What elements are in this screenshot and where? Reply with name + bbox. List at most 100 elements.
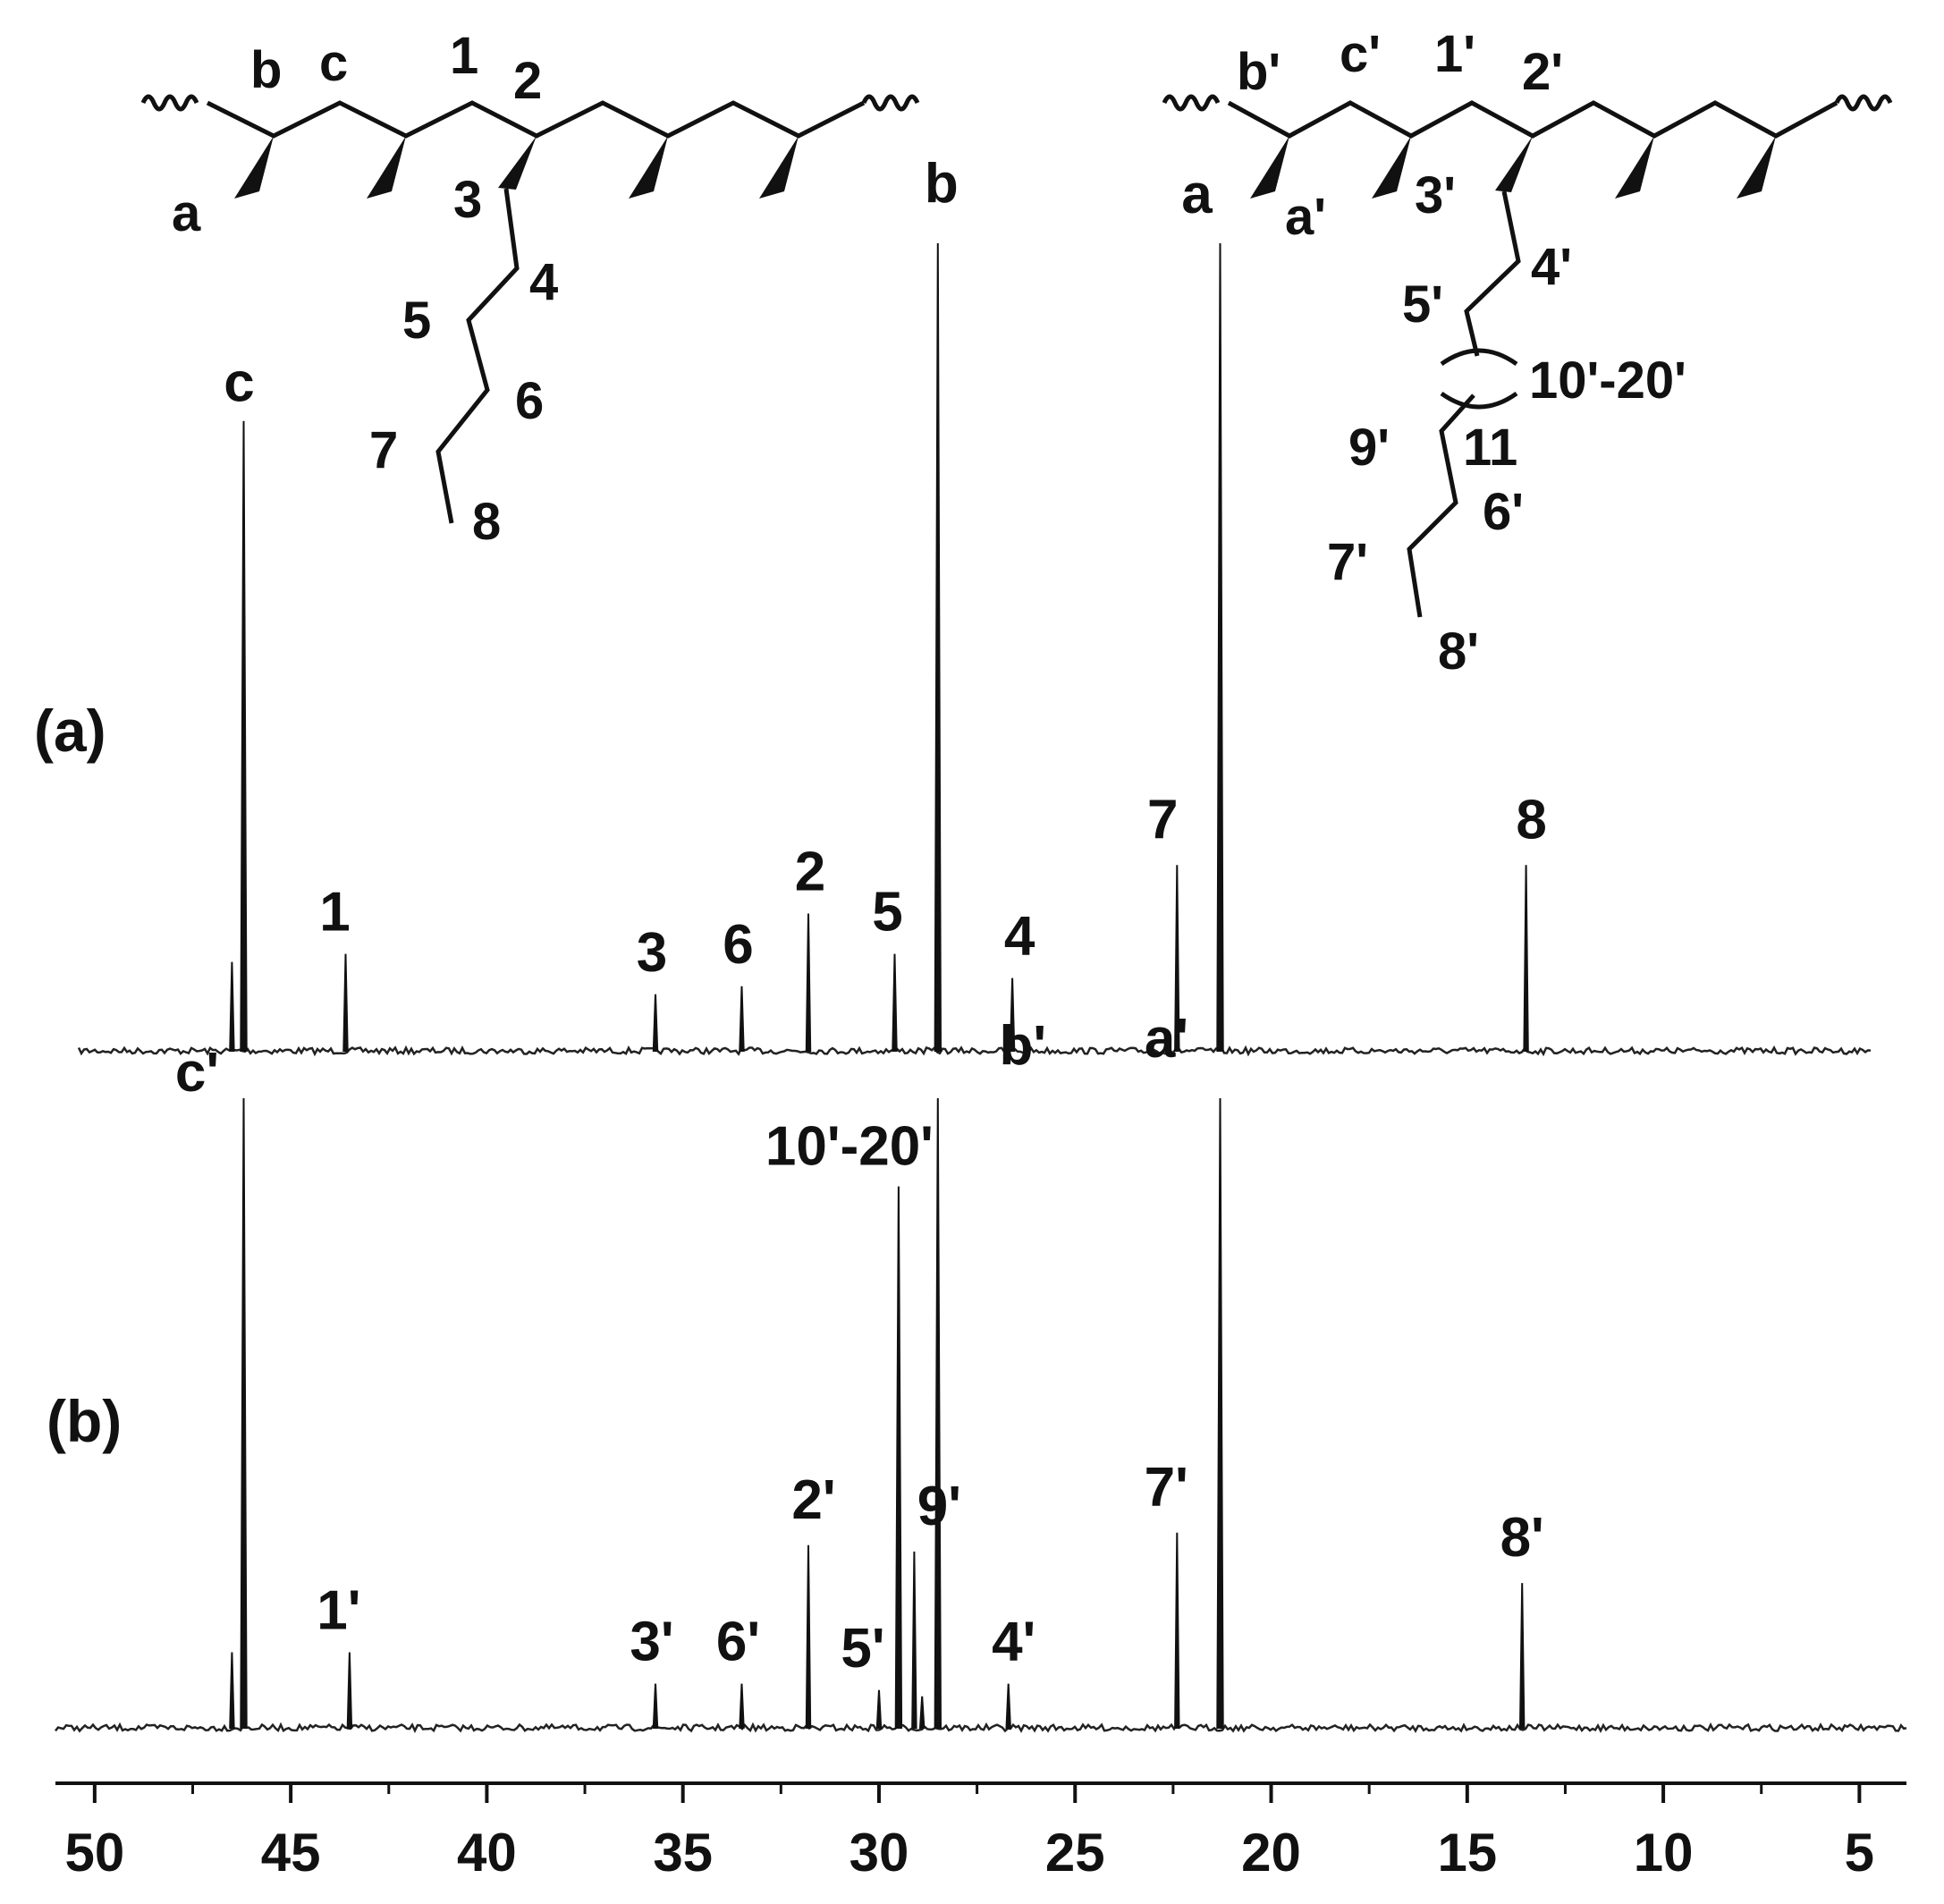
peak-label: 2 — [795, 842, 825, 903]
structure-right-label-11: 11 — [1463, 419, 1517, 477]
peak-label: 7 — [1147, 789, 1178, 850]
structure-right-side-chain-top — [1464, 190, 1521, 357]
peak-label: 1 — [319, 882, 350, 944]
structure-left-label-c: c — [319, 34, 348, 92]
x-axis-tick-label: 15 — [1437, 1823, 1497, 1883]
spectrum-peak — [240, 1097, 248, 1729]
x-axis-tick-label: 50 — [64, 1823, 124, 1883]
peak-label: 2' — [791, 1469, 835, 1531]
x-axis-tick-label: 35 — [653, 1823, 713, 1883]
peak-label: 8' — [1500, 1507, 1544, 1569]
structure-right-label-6-prime: 6' — [1483, 483, 1524, 541]
spectrum-peak — [934, 242, 942, 1052]
spectrum-peak — [652, 994, 659, 1052]
spectrum-peak — [805, 1544, 812, 1729]
structure-left-label-8: 8 — [472, 493, 501, 551]
panel-label-a: (a) — [34, 698, 106, 764]
spectrum-peak — [652, 1683, 659, 1729]
peak-label: 8 — [1516, 789, 1546, 850]
x-axis-tick-label: 45 — [261, 1823, 321, 1883]
peak-label: b' — [999, 1015, 1046, 1077]
structure-left-label-1: 1 — [450, 27, 478, 85]
structure-right-label-b-prime: b' — [1237, 43, 1281, 101]
spectrum-peak — [1174, 1532, 1180, 1729]
structure-right-label-c-prime: c' — [1340, 25, 1381, 83]
peak-label: c' — [175, 1042, 219, 1104]
peak-label: 4' — [992, 1612, 1035, 1673]
structure-right-label-2-prime: 2' — [1522, 43, 1563, 101]
structure-left-label-3: 3 — [453, 171, 482, 229]
structure-right-label-1-prime: 1' — [1434, 25, 1475, 83]
structure-left-label-2: 2 — [513, 52, 542, 110]
spectrum-peak — [875, 1689, 883, 1729]
structure-right-side-wedge — [1495, 136, 1533, 192]
structure-left-wedges — [234, 136, 799, 199]
spectrum-peak — [911, 1551, 917, 1729]
peak-label: 3' — [630, 1612, 673, 1673]
spectrum-peak — [1009, 977, 1016, 1052]
x-axis-tick-label: 10 — [1634, 1823, 1694, 1883]
spectrum-peak — [892, 953, 898, 1052]
structure-left-label-4: 4 — [529, 253, 558, 311]
structure-left-label-5: 5 — [402, 292, 431, 350]
structure-left-label-7: 7 — [369, 421, 398, 479]
structure-left-label-a: a — [172, 184, 201, 242]
structure-right-labels: a' b' c' 1' 2' 3' 4' 5' 10'-20' 9' 11 6'… — [1237, 25, 1686, 681]
structure-right — [1162, 94, 1893, 618]
peak-label: a — [1181, 164, 1213, 225]
peak-label: 10'-20' — [765, 1116, 934, 1178]
panel-label-b: (b) — [46, 1388, 122, 1454]
peak-label: 3 — [637, 922, 667, 984]
structure-left-side-chain — [435, 188, 520, 524]
structure-right-label-3-prime: 3' — [1415, 166, 1456, 224]
spectrum-peak — [934, 1097, 942, 1729]
spectrum-peak — [1005, 1683, 1011, 1729]
peak-label: 5' — [841, 1618, 884, 1680]
structure-right-chain-break — [1440, 348, 1518, 410]
spectrum-b: c'1'3'6'2'5'10'-20'9'b'4'7'a'8' — [55, 1008, 1907, 1733]
structure-left-end-wavy — [140, 94, 199, 112]
structure-right-label-8-prime: 8' — [1438, 622, 1479, 681]
structure-right-wedges — [1250, 136, 1776, 199]
spectrum-peak — [1216, 1097, 1224, 1729]
spectrum-peak — [894, 1186, 903, 1729]
spectrum-peak — [1174, 865, 1180, 1052]
peak-label: b — [925, 153, 959, 215]
spectrum-peak — [229, 961, 235, 1052]
peak-label: 4 — [1004, 906, 1035, 968]
spectrum-baseline — [77, 1045, 1872, 1057]
structure-left-labels: a b c 1 2 3 4 5 6 7 8 — [172, 27, 558, 551]
structure-right-label-10-20-prime: 10'-20' — [1529, 351, 1686, 410]
structure-left-label-6: 6 — [515, 372, 544, 430]
x-axis-tick-label: 40 — [457, 1823, 517, 1883]
x-axis-tick-label: 5 — [1845, 1823, 1874, 1883]
peak-label: c — [224, 352, 254, 414]
structure-left-end-wavy-2 — [861, 94, 920, 112]
peak-label: 1' — [317, 1580, 360, 1642]
spectrum-peak — [342, 953, 349, 1052]
spectrum-peak — [739, 1683, 745, 1729]
structure-right-label-9-prime: 9' — [1348, 419, 1390, 477]
spectrum-peak — [1518, 1583, 1526, 1729]
spectrum-peak — [918, 1696, 926, 1729]
spectrum-peak — [805, 913, 812, 1052]
structure-right-backbone — [1227, 100, 1838, 139]
x-axis-tick-label: 20 — [1241, 1823, 1301, 1883]
spectrum-peak — [739, 986, 745, 1052]
peak-label: 6 — [723, 914, 753, 976]
structure-right-end-wavy — [1162, 94, 1221, 112]
structure-right-label-7-prime: 7' — [1327, 533, 1368, 591]
structure-right-side-chain-bottom — [1407, 393, 1475, 618]
x-axis-tick-label: 25 — [1045, 1823, 1105, 1883]
spectrum-baseline — [55, 1722, 1907, 1733]
spectrum-peak — [240, 420, 248, 1052]
structure-right-label-4-prime: 4' — [1531, 238, 1572, 296]
spectrum-peak — [346, 1652, 353, 1729]
peak-label: 7' — [1145, 1457, 1188, 1519]
structure-right-end-wavy-2 — [1834, 94, 1893, 112]
structure-right-label-5-prime: 5' — [1402, 275, 1443, 334]
spectrum-peak — [229, 1652, 235, 1729]
structure-right-label-a-prime: a' — [1285, 188, 1326, 246]
